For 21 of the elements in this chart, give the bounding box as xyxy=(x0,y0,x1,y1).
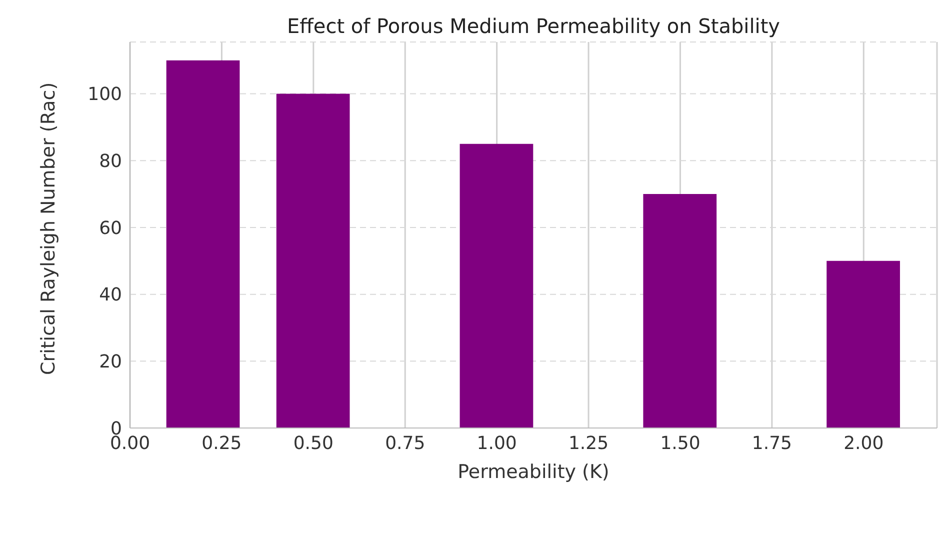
x-tick-label: 1.75 xyxy=(752,432,792,454)
x-tick-label: 1.00 xyxy=(476,432,517,454)
x-tick-label: 1.50 xyxy=(660,432,700,454)
x-tick-label: 0.25 xyxy=(202,432,242,454)
x-axis-title: Permeability (K) xyxy=(458,461,610,483)
y-tick-label: 20 xyxy=(99,352,122,373)
x-tick-label: 1.25 xyxy=(568,432,609,454)
x-tick-label: 2.00 xyxy=(844,432,884,454)
bar xyxy=(276,94,350,428)
chart-title: Effect of Porous Medium Permeability on Stability xyxy=(286,14,781,38)
y-tick-label: 40 xyxy=(99,284,122,306)
x-tick-label: 0.50 xyxy=(293,432,334,454)
y-tick-label: 100 xyxy=(88,84,122,106)
y-tick-label: 60 xyxy=(99,218,122,239)
x-tick-label: 0.75 xyxy=(385,432,426,454)
bar xyxy=(166,60,240,428)
y-tick-label: 80 xyxy=(99,151,122,172)
bar xyxy=(826,260,900,428)
bar xyxy=(643,194,717,428)
bar xyxy=(460,144,534,428)
y-axis-title: Critical Rayleigh Number (Rac) xyxy=(38,82,60,375)
